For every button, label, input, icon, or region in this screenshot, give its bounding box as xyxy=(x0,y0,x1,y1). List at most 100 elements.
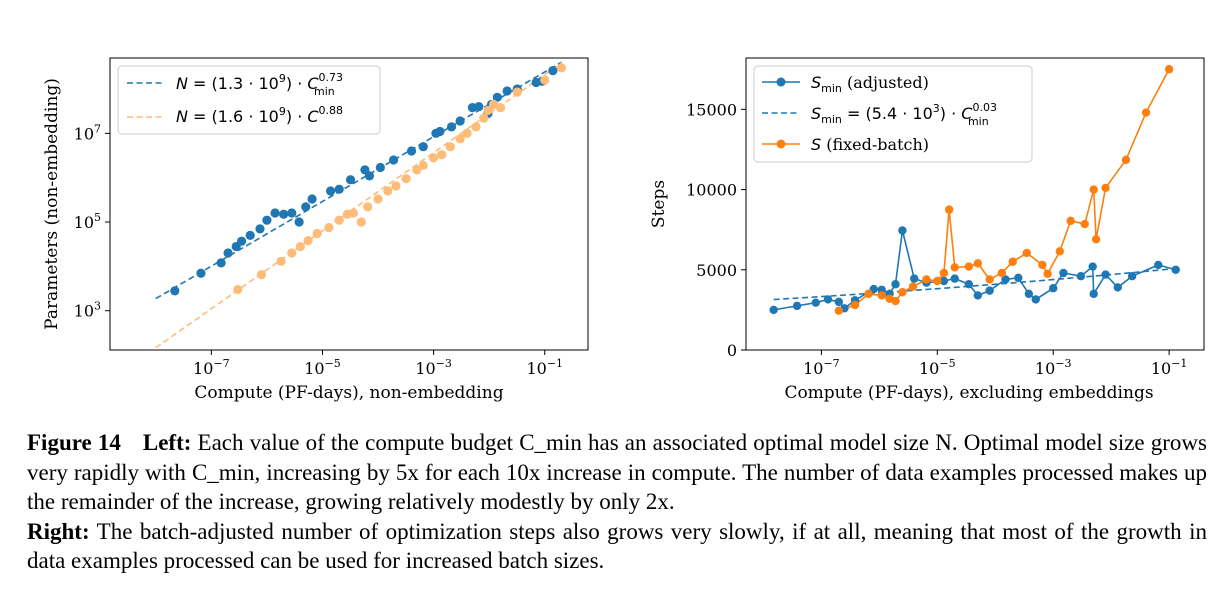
left-point-s0-12 xyxy=(294,217,304,227)
left-x-ticks: 10−7 10−5 10−3 10−1 xyxy=(193,350,563,378)
right-point-s1-19 xyxy=(1038,260,1047,270)
left-point-s1-29 xyxy=(512,87,522,97)
right-point-s0-23 xyxy=(1049,284,1058,293)
left-point-s1-16 xyxy=(401,174,411,184)
right-point-s1-13 xyxy=(964,262,974,271)
left-plot-frame xyxy=(109,57,589,351)
left-point-s0-20 xyxy=(375,162,385,173)
left-point-s1-3 xyxy=(287,248,297,258)
right-point-s0-30 xyxy=(1127,271,1137,281)
right-point-s0-29 xyxy=(1113,283,1122,292)
left-point-s1-28 xyxy=(495,103,506,113)
right-legend-marker-s xyxy=(776,139,786,149)
right-point-s0-12 xyxy=(910,274,919,283)
right-legend-marker-smin xyxy=(776,77,786,87)
caption-left-label: Left: xyxy=(142,430,192,455)
right-point-s0-17 xyxy=(973,291,983,300)
caption-right-text: The batch-adjusted number of optimizatio… xyxy=(27,518,1207,574)
left-point-s0-29 xyxy=(474,102,484,112)
left-legend: N = (1.3 · 109) · C0.73 min N = (1.6 · 10… xyxy=(117,65,381,135)
left-point-s0-17 xyxy=(345,175,356,185)
right-point-s1-20 xyxy=(1043,269,1052,278)
left-point-s0-8 xyxy=(262,215,272,225)
left-point-s1-31 xyxy=(556,63,567,73)
left-y-tick-label-2: 107 xyxy=(74,122,101,143)
left-point-s0-21 xyxy=(388,155,399,165)
left-point-s1-5 xyxy=(303,236,313,246)
left-point-s1-6 xyxy=(312,228,322,239)
right-x-tick-label-0: 10−7 xyxy=(803,357,840,378)
right-y-tick-label-3: 15000 xyxy=(686,100,737,119)
right-point-s0-21 xyxy=(1024,289,1034,299)
right-fit-polyline xyxy=(773,267,1180,301)
right-data-series xyxy=(769,65,1180,315)
left-point-s1-21 xyxy=(445,142,455,152)
right-x-tick-label-2: 10−3 xyxy=(1035,357,1072,378)
right-point-s0-32 xyxy=(1171,265,1180,274)
right-point-s1-6 xyxy=(898,288,907,297)
left-point-s1-17 xyxy=(412,165,422,175)
right-x-tick-label-3: 10−1 xyxy=(1151,357,1188,378)
right-point-s0-11 xyxy=(898,226,907,235)
left-point-s0-6 xyxy=(245,230,255,240)
right-point-s1-12 xyxy=(950,263,959,272)
right-point-s0-28 xyxy=(1101,270,1110,279)
left-y-tick-label-0: 103 xyxy=(74,300,101,321)
caption-right-label: Right: xyxy=(27,518,90,544)
right-y-tick-label-2: 10000 xyxy=(686,181,737,200)
right-point-s1-16 xyxy=(997,268,1007,278)
left-point-s0-16 xyxy=(334,184,344,194)
right-point-s1-29 xyxy=(1164,65,1174,74)
right-plot-frame xyxy=(745,57,1205,351)
left-point-s1-2 xyxy=(276,256,286,266)
right-point-s0-20 xyxy=(1014,273,1023,283)
figure-caption: Figure 14 Left: Each value of the compute… xyxy=(27,428,1207,576)
left-point-s1-13 xyxy=(373,194,383,204)
left-point-s0-9 xyxy=(270,208,280,218)
right-point-s0-31 xyxy=(1154,260,1163,270)
right-point-s1-24 xyxy=(1089,185,1098,194)
left-chart: 10−7 10−5 10−3 10−1 103 105 107 Compute (PF-d… xyxy=(42,57,589,403)
right-point-s1-22 xyxy=(1066,216,1075,226)
left-x-tick-label-1: 10−5 xyxy=(304,357,341,378)
right-point-s1-27 xyxy=(1121,155,1131,165)
right-x-ticks: 10−7 10−5 10−3 10−1 xyxy=(803,350,1187,378)
left-data-points xyxy=(170,63,567,296)
right-point-s1-14 xyxy=(973,259,983,268)
left-fit-line-1 xyxy=(155,62,562,349)
right-point-s0-25 xyxy=(1076,271,1086,281)
right-point-s1-17 xyxy=(1008,257,1017,266)
left-point-s1-11 xyxy=(356,217,366,227)
left-y-axis-label: Parameters (non-embedding) xyxy=(42,78,62,330)
right-point-s1-15 xyxy=(985,275,994,284)
right-point-s0-27 xyxy=(1089,289,1098,299)
left-legend-label-1: N = (1.3 · 109) · C0.73 min xyxy=(176,71,343,98)
right-point-s1-18 xyxy=(1022,248,1031,258)
caption-figure-label: Figure 14 xyxy=(27,430,121,455)
right-point-s0-16 xyxy=(964,280,974,289)
left-legend-label-2: N = (1.6 · 109) · C0.88 xyxy=(176,104,343,126)
right-point-s0-24 xyxy=(1059,268,1068,278)
left-x-tick-label-0: 10−7 xyxy=(193,357,230,378)
left-point-s0-1 xyxy=(196,268,206,278)
right-point-s0-10 xyxy=(891,280,900,289)
left-x-tick-label-2: 10−3 xyxy=(415,357,452,378)
right-point-s0-26 xyxy=(1088,262,1097,271)
caption-left-text: Each value of the compute budget C_min h… xyxy=(27,430,1207,514)
right-y-tick-label-1: 5000 xyxy=(696,261,737,280)
left-x-tick-label-3: 10−1 xyxy=(526,357,563,378)
left-point-s1-7 xyxy=(324,222,334,233)
right-y-ticks: 0 5000 10000 15000 xyxy=(686,100,746,360)
right-x-axis-label: Compute (PF-days), excluding embeddings xyxy=(784,383,1153,403)
left-point-s0-5 xyxy=(236,236,247,246)
left-y-ticks: 103 105 107 xyxy=(74,122,110,321)
left-point-s0-14 xyxy=(307,194,317,204)
left-point-s1-14 xyxy=(383,186,393,196)
left-point-s1-4 xyxy=(295,241,305,252)
left-x-axis-label: Compute (PF-days), non-embedding xyxy=(194,383,503,403)
right-legend-label-3: S (fixed-batch) xyxy=(811,135,929,154)
right-point-s1-3 xyxy=(877,291,886,300)
right-point-s1-0 xyxy=(834,306,844,315)
left-point-s0-11 xyxy=(287,208,297,218)
right-legend-box xyxy=(753,65,1033,163)
